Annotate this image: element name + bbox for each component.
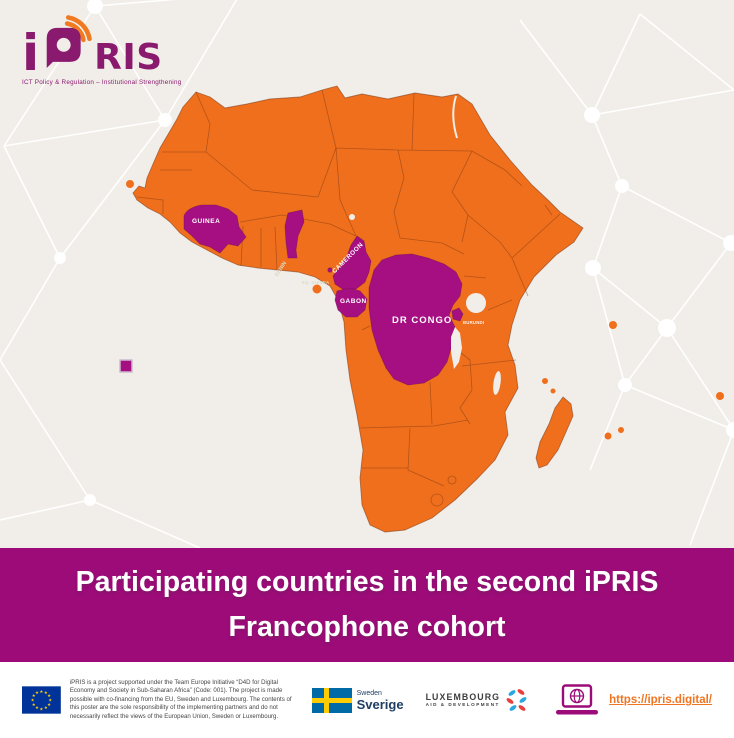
country-borders: [136, 89, 561, 507]
website-link-group: https://ipris.digital/: [554, 684, 712, 716]
ipris-logo: i RIS ICT Policy & Regulation – Institut…: [22, 8, 181, 86]
svg-text:★: ★: [48, 698, 52, 704]
eu-flag: ★ ★ ★★ ★★ ★★ ★★ ★★: [22, 686, 61, 714]
svg-text:★: ★: [44, 705, 48, 711]
sweden-flag-icon: [311, 687, 352, 713]
svg-text:★: ★: [39, 706, 43, 712]
footer: ★ ★ ★ ★ ★ ★ ★ ★ ★ ★ ★ ★ iPRIS is a project sup…: [0, 662, 734, 738]
svg-text:★: ★: [35, 705, 39, 711]
svg-text:★: ★: [32, 693, 36, 699]
country-guinea: [183, 204, 247, 254]
title-line-2: Francophone cohort: [228, 611, 506, 643]
sweden-logo: Sweden Sverige: [311, 687, 404, 713]
svg-text:★: ★: [44, 690, 48, 696]
title-line-1: Participating countries in the second iP…: [75, 566, 659, 598]
svg-text:★: ★: [32, 702, 36, 708]
highlight-square-marker: [119, 359, 133, 373]
disclaimer-text: iPRIS is a project supported under the T…: [69, 678, 292, 720]
country-benin: [284, 209, 305, 259]
decor-orange-dots: [609, 321, 724, 400]
svg-text:★: ★: [35, 690, 39, 696]
luxembourg-name: LUXEMBOURG: [425, 692, 501, 702]
svg-text:★: ★: [39, 689, 43, 695]
svg-text:★: ★: [47, 702, 51, 708]
sweden-label-sv: Sverige: [356, 696, 404, 712]
logo-pin-icon: [46, 15, 92, 69]
luxembourg-emblem-icon: [506, 689, 527, 711]
island-bioko: [327, 267, 333, 273]
logo-tagline: ICT Policy & Regulation – Institutional …: [22, 79, 182, 86]
title-banner: Participating countries in the second iP…: [0, 548, 734, 662]
laptop-globe-icon: [556, 684, 599, 715]
svg-text:★: ★: [31, 698, 35, 704]
luxembourg-subtitle: AID & DEVELOPMENT: [425, 702, 500, 707]
country-burundi: [451, 307, 464, 322]
ipris-website-link[interactable]: https://ipris.digital/: [609, 694, 712, 706]
logo-letters-ris: RIS: [94, 36, 163, 78]
sweden-label-en: Sweden: [356, 689, 382, 697]
lakes: [349, 95, 501, 395]
island-dots: [126, 180, 624, 440]
luxembourg-logo: LUXEMBOURG AID & DEVELOPMENT: [426, 688, 529, 712]
svg-text:★: ★: [47, 693, 51, 699]
logo-letter-i: i: [22, 24, 39, 82]
country-gabon: [334, 287, 368, 318]
madagascar: [535, 396, 574, 469]
